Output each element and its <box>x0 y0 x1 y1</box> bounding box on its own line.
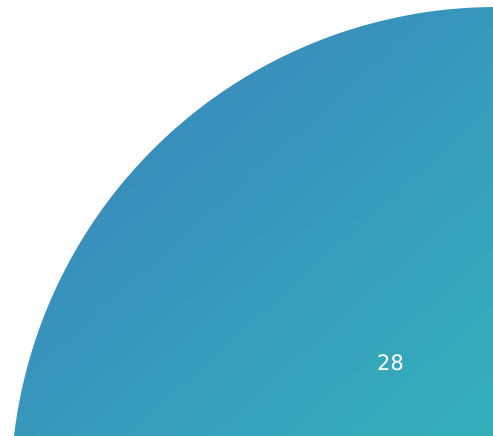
page-number: 28 <box>377 351 404 375</box>
quarter-circle-fill <box>14 7 493 436</box>
